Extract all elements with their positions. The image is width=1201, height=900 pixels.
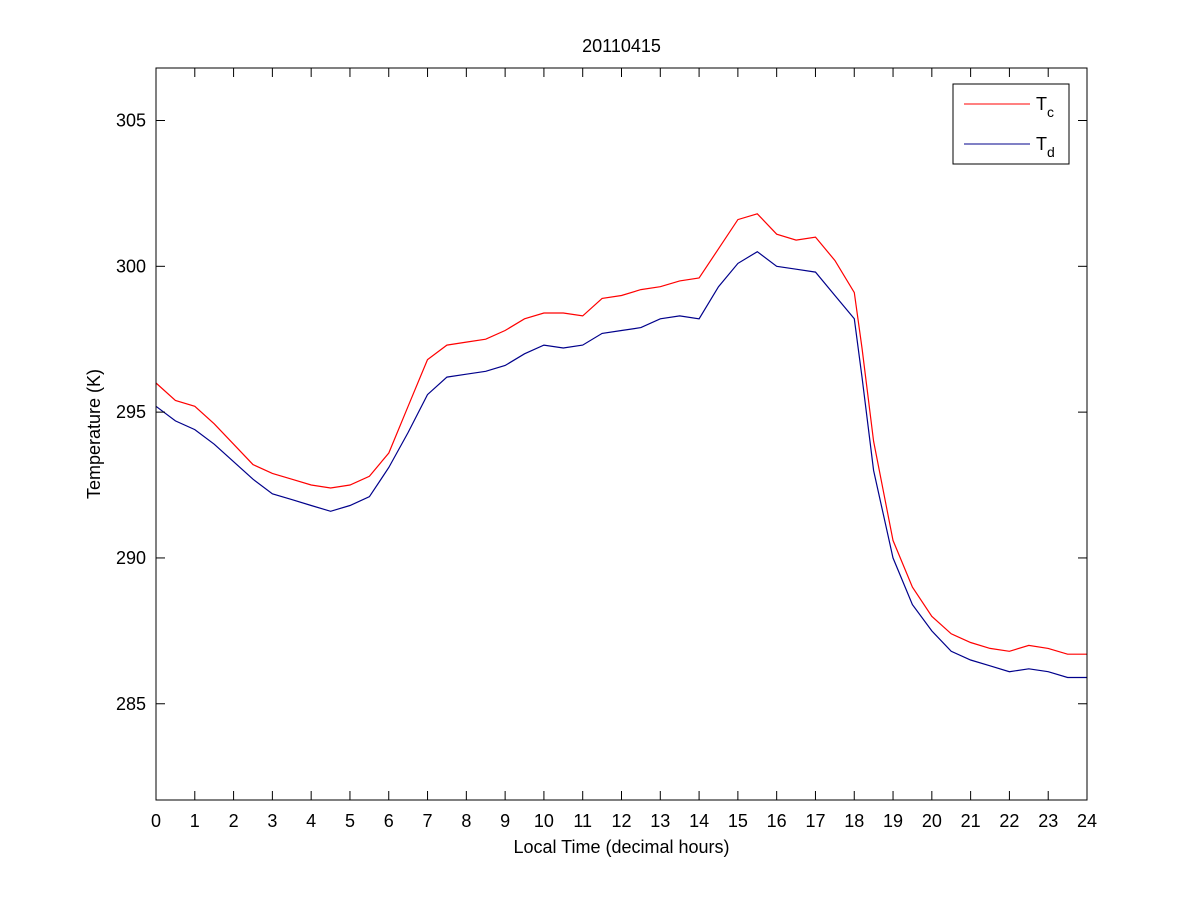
x-tick-label: 17 bbox=[805, 811, 825, 831]
y-tick-label: 290 bbox=[116, 548, 146, 568]
x-tick-label: 15 bbox=[728, 811, 748, 831]
x-tick-label: 2 bbox=[229, 811, 239, 831]
x-tick-label: 8 bbox=[461, 811, 471, 831]
series-layer bbox=[155, 213, 1087, 679]
series-line-tc bbox=[155, 213, 1087, 655]
y-tick-label: 305 bbox=[116, 110, 146, 130]
x-tick-label: 23 bbox=[1038, 811, 1058, 831]
legend-label-tc: Tc bbox=[1036, 94, 1054, 120]
x-tick-label: 9 bbox=[500, 811, 510, 831]
x-tick-label: 13 bbox=[650, 811, 670, 831]
x-tick-label: 24 bbox=[1077, 811, 1097, 831]
x-tick-label: 3 bbox=[267, 811, 277, 831]
y-tick-label: 300 bbox=[116, 256, 146, 276]
x-tick-label: 12 bbox=[611, 811, 631, 831]
x-tick-label: 18 bbox=[844, 811, 864, 831]
x-tick-label: 16 bbox=[767, 811, 787, 831]
x-tick-label: 19 bbox=[883, 811, 903, 831]
x-tick-label: 5 bbox=[345, 811, 355, 831]
y-axis: 285 290 295 300 305 bbox=[116, 110, 1087, 714]
x-tick-label: 20 bbox=[922, 811, 942, 831]
x-tick-label: 14 bbox=[689, 811, 709, 831]
x-axis-label: Local Time (decimal hours) bbox=[513, 837, 729, 857]
x-axis: 0 1 2 3 4 5 6 7 8 9 10 11 12 13 14 15 16 17 18 19 20 21 22 23 24 bbox=[151, 68, 1097, 831]
x-tick-label: 4 bbox=[306, 811, 316, 831]
legend-label-td: Td bbox=[1036, 134, 1055, 160]
x-tick-label: 10 bbox=[534, 811, 554, 831]
x-tick-label: 1 bbox=[190, 811, 200, 831]
legend-box bbox=[952, 83, 1070, 165]
chart-title: 20110415 bbox=[582, 36, 661, 56]
y-axis-label: Temperature (K) bbox=[84, 369, 104, 499]
x-tick-label: 22 bbox=[999, 811, 1019, 831]
y-tick-label: 295 bbox=[116, 402, 146, 422]
x-tick-label: 7 bbox=[423, 811, 433, 831]
series-line-td bbox=[155, 250, 1087, 679]
x-tick-label: 6 bbox=[384, 811, 394, 831]
x-tick-label: 0 bbox=[151, 811, 161, 831]
x-tick-label: 21 bbox=[961, 811, 981, 831]
x-tick-label: 11 bbox=[573, 811, 592, 831]
legend: Tc Td bbox=[952, 83, 1070, 165]
y-tick-label: 285 bbox=[116, 694, 146, 714]
